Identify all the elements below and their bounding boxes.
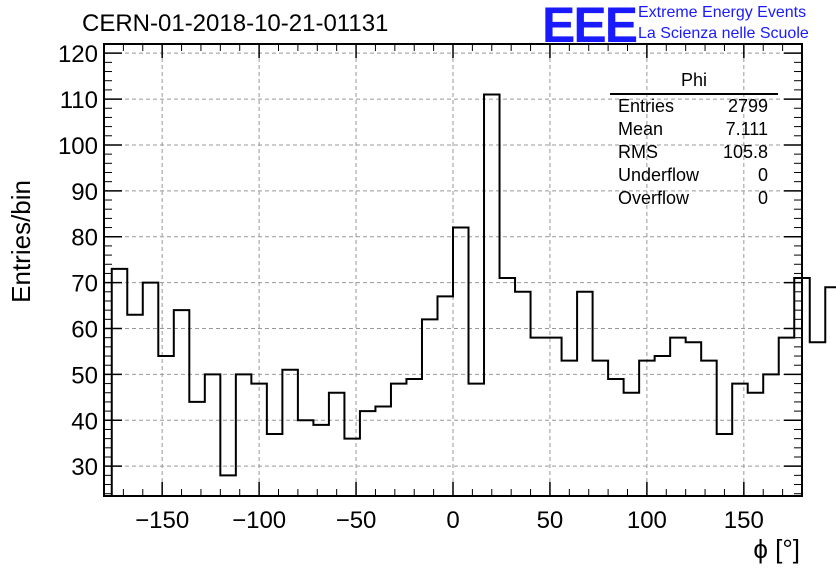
stats-row-rms: RMS 105.8 (610, 141, 778, 164)
stats-label: Entries (618, 96, 675, 116)
stats-label: Underflow (618, 165, 700, 185)
stats-row-entries: Entries 2799 (610, 95, 778, 118)
stats-label: Overflow (618, 188, 690, 208)
y-tick-label: 90 (71, 179, 98, 206)
x-tick-label: −150 (135, 507, 189, 534)
y-tick-label: 80 (71, 225, 98, 252)
y-tick-label: 70 (71, 271, 98, 298)
stats-value: 0 (757, 188, 768, 208)
stats-row-underflow: Underflow 0 (610, 164, 778, 187)
stats-label: RMS (618, 142, 658, 162)
y-tick-label: 60 (71, 317, 98, 344)
y-axis-label: Entries/bin (6, 180, 36, 303)
x-tick-label: 150 (724, 507, 764, 534)
x-tick-label: 100 (627, 507, 667, 534)
stats-row-overflow: Overflow 0 (610, 187, 778, 210)
x-tick-label: 0 (446, 507, 459, 534)
stats-box: Phi Entries 2799 Mean 7.111 RMS 105.8 Un… (610, 70, 778, 210)
y-tick-label: 100 (58, 133, 98, 160)
x-tick-label: −50 (336, 507, 377, 534)
x-axis-label: ϕ [°] (753, 534, 800, 564)
stats-value: 105.8 (722, 142, 768, 162)
stats-row-mean: Mean 7.111 (610, 118, 778, 141)
axis-ticks (104, 43, 802, 496)
stats-value: 7.111 (725, 119, 768, 139)
tick-labels: −150 −100 −50 0 50 100 150 30 40 50 60 70 80 90 100 110… (58, 41, 764, 534)
x-tick-label: 50 (537, 507, 564, 534)
chart-title: CERN-01-2018-10-21-01131 (82, 10, 389, 37)
stats-box-title: Phi (610, 70, 778, 95)
y-tick-label: 120 (58, 41, 98, 68)
stats-value: 0 (757, 165, 768, 185)
eee-logo: EEE (542, 0, 638, 53)
logo-text-line1: Extreme Energy Events (638, 4, 807, 21)
logo-text-line2: La Scienza nelle Scuole (638, 25, 809, 42)
stats-value: 2799 (727, 96, 768, 116)
histogram-series (110, 93, 836, 496)
y-tick-label: 30 (71, 454, 98, 481)
stats-label: Mean (618, 119, 664, 139)
x-tick-label: −100 (232, 507, 286, 534)
y-tick-label: 110 (60, 87, 98, 114)
y-tick-label: 50 (71, 362, 98, 389)
y-tick-label: 40 (71, 408, 98, 435)
